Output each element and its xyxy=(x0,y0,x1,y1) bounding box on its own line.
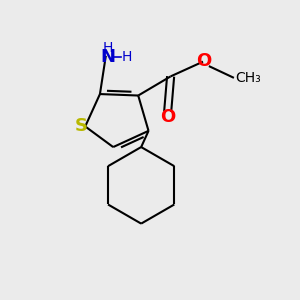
Text: H: H xyxy=(103,40,113,55)
Text: H: H xyxy=(121,50,132,64)
Text: N: N xyxy=(101,48,116,66)
Text: O: O xyxy=(196,52,211,70)
Text: O: O xyxy=(160,108,175,126)
Text: S: S xyxy=(75,117,88,135)
Text: CH₃: CH₃ xyxy=(236,71,261,85)
